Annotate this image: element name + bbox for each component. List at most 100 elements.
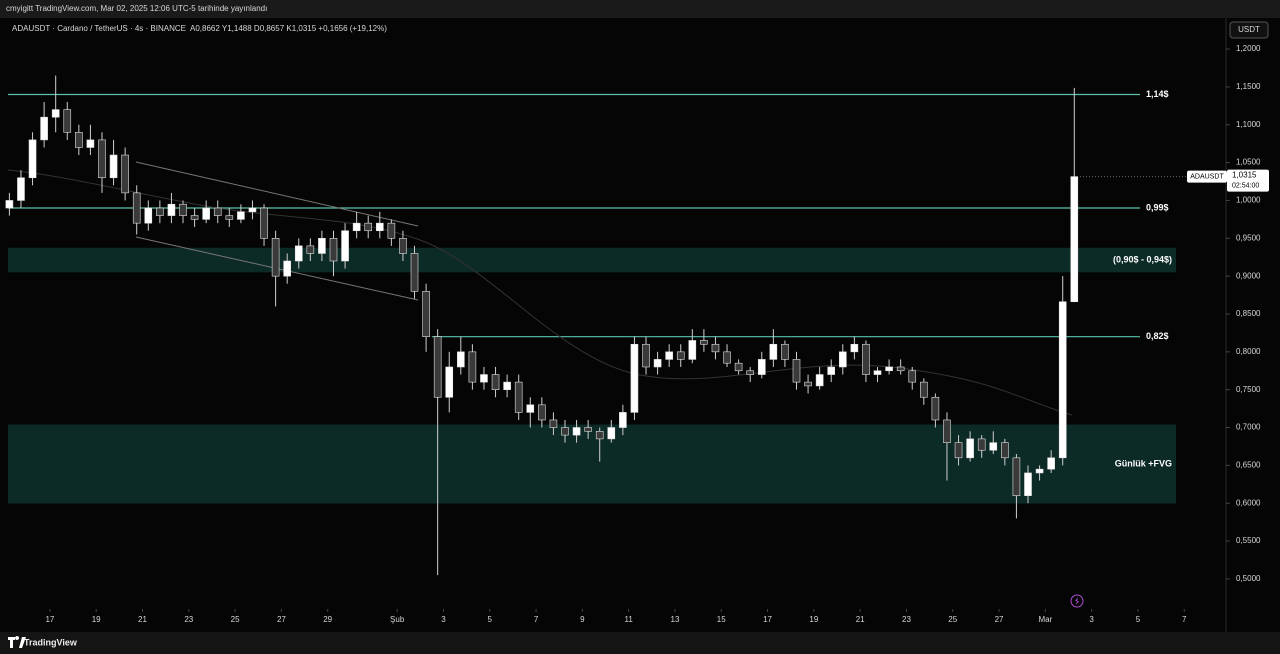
candle-body [156, 207, 164, 216]
candle-body [28, 139, 37, 179]
candle-body [422, 290, 430, 337]
y-tick-label: 0,8000 [1236, 347, 1261, 356]
candle-body [688, 340, 697, 360]
zone-label: (0,90$ - 0,94$) [1113, 254, 1172, 264]
x-tick-label: 19 [809, 615, 818, 624]
candle-body [294, 245, 303, 262]
candle-body [1012, 457, 1021, 496]
price-tag [1227, 169, 1269, 192]
candle-body [283, 260, 291, 277]
level-label: 1,14$ [1146, 89, 1169, 99]
x-tick-label: 5 [488, 615, 493, 624]
level-label: 0,99$ [1146, 202, 1169, 212]
candle-body [630, 343, 639, 413]
candle-body [642, 343, 650, 368]
candle-body [306, 245, 315, 254]
candle-body [1070, 176, 1079, 303]
candle-body [98, 139, 106, 179]
y-tick-label: 1,0500 [1236, 158, 1261, 167]
x-tick-label: 17 [763, 615, 772, 624]
candle-body [375, 222, 384, 232]
zone [8, 424, 1176, 504]
zone [8, 247, 1176, 273]
candle-body [75, 132, 83, 148]
x-tick-label: 27 [995, 615, 1004, 624]
candle-body [40, 116, 48, 141]
x-tick-label: 3 [1089, 615, 1094, 624]
candle-body [665, 351, 673, 360]
candle-body [387, 222, 396, 239]
candle-body [364, 222, 373, 232]
brand-logo [8, 636, 26, 648]
y-tick-label: 0,6500 [1236, 460, 1261, 469]
candle-body [908, 370, 917, 383]
candle-body [248, 207, 257, 213]
currency-label: USDT [1238, 25, 1260, 34]
candle-body [179, 203, 187, 216]
top-bar [0, 0, 1280, 18]
candle-body [792, 359, 801, 383]
candle-body [850, 343, 859, 353]
candle-body [17, 177, 25, 201]
y-tick-label: 0,7000 [1236, 423, 1261, 432]
ohlc-legend: A0,8662 Y1,1488 D0,8657 K1,0315 +0,1656 … [190, 24, 387, 33]
footer-bar [0, 632, 1280, 654]
x-tick-label: 11 [624, 615, 633, 624]
x-tick-label: 15 [717, 615, 726, 624]
x-tick-label: 21 [856, 615, 865, 624]
candle-body [769, 343, 778, 360]
candle-body [144, 207, 153, 224]
x-tick-label: 3 [441, 615, 446, 624]
y-tick-label: 1,1500 [1236, 82, 1261, 91]
symbol-tag-label: ADAUSDT [1190, 173, 1224, 180]
y-tick-label: 0,6000 [1236, 498, 1261, 507]
candle-body [757, 359, 766, 375]
candle-body [989, 442, 998, 451]
price-tag-label: 1,0315 [1232, 171, 1257, 180]
x-tick-label: 21 [138, 615, 147, 624]
candle-body [399, 237, 407, 254]
candle-body [607, 427, 616, 440]
y-tick-label: 1,0000 [1236, 196, 1261, 205]
candle-body [700, 340, 708, 345]
candle-body [132, 192, 141, 224]
x-tick-label: 7 [1182, 615, 1187, 624]
x-tick-label: 13 [671, 615, 680, 624]
alert-icon[interactable] [1070, 594, 1084, 608]
candle-body [862, 343, 870, 375]
y-tick-label: 0,5500 [1236, 536, 1261, 545]
candle-body [1047, 457, 1055, 470]
channel-top [135, 161, 419, 227]
candle-body [966, 438, 974, 459]
candle-body [885, 366, 893, 372]
candle-body [457, 351, 465, 368]
candle-body [190, 215, 199, 220]
candle-body [572, 427, 581, 436]
candle-body [676, 351, 685, 360]
candle-body [86, 139, 95, 148]
candle-body [561, 427, 569, 436]
candle-body [329, 237, 338, 262]
y-tick-label: 1,1000 [1236, 120, 1261, 129]
candle-body [271, 237, 280, 277]
currency-box[interactable] [1229, 21, 1269, 39]
candle-body [734, 362, 743, 372]
candle-body [410, 253, 419, 292]
x-tick-label: Mar [1038, 615, 1052, 624]
candle-body [931, 396, 940, 421]
symbol-tag [1187, 170, 1227, 183]
y-tick-label: 0,8500 [1236, 309, 1261, 318]
candle-body [526, 404, 535, 413]
candle-body [711, 343, 720, 353]
candle-body [920, 381, 928, 398]
candle-body [815, 374, 824, 387]
y-tick-label: 1,2000 [1236, 44, 1261, 53]
candle-body [977, 438, 986, 451]
x-tick-label: 23 [184, 615, 193, 624]
candle-body [167, 203, 176, 216]
candle-body [480, 374, 488, 383]
candle-body [433, 336, 442, 398]
